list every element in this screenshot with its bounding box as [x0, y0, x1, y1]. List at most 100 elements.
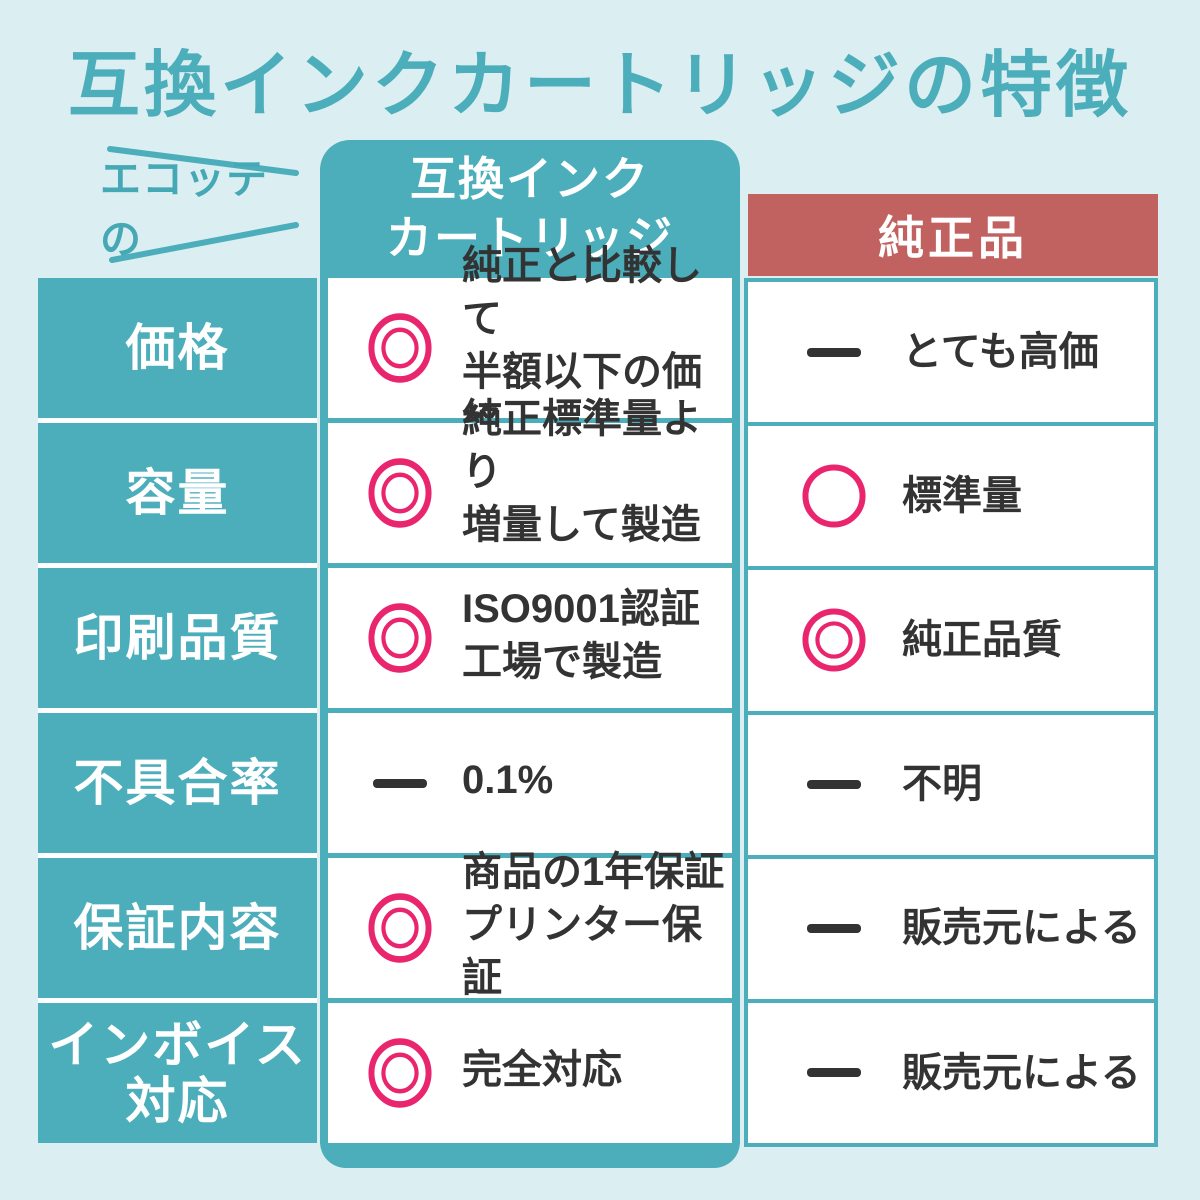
rating-symbol — [362, 599, 438, 677]
compat-cell-warranty: 商品の1年保証 プリンター保証 — [328, 850, 732, 1000]
genuine-column-header: 純正品 — [748, 194, 1158, 276]
genuine-cell-capacity: 標準量 — [748, 426, 1154, 567]
row-separator — [38, 563, 317, 568]
cell-line: 純正標準量より — [462, 397, 702, 495]
row-separator — [748, 710, 1154, 715]
row-separator — [38, 708, 317, 713]
double-circle-icon — [368, 313, 432, 383]
genuine-cell-warranty: 販売元による — [748, 858, 1154, 999]
cell-line: 販売元による — [902, 1050, 1141, 1095]
genuine-cell-defect-rate: 不明 — [748, 714, 1154, 855]
genuine-header-text: 純正品 — [878, 212, 1028, 264]
cell-line: 増量して製造 — [462, 502, 701, 547]
row-label-defect-rate: 不具合率 — [38, 713, 317, 853]
row-separator — [328, 853, 732, 858]
compat-cell-capacity: 純正標準量より 増量して製造 ※一部、純正標準と同量 — [328, 397, 732, 591]
dash-icon — [807, 780, 861, 790]
row-label-warranty: 保証内容 — [38, 858, 317, 998]
row-label-capacity: 容量 — [38, 423, 317, 563]
compat-cell-print-quality: ISO9001認証 工場で製造 — [328, 568, 732, 708]
rating-symbol — [362, 309, 438, 387]
cell-text: とても高価 — [902, 326, 1099, 379]
cell-line: 0.1% — [462, 758, 554, 803]
double-circle-icon — [368, 603, 432, 673]
cell-text: 販売元による — [902, 1047, 1141, 1100]
dash-icon — [807, 1068, 861, 1078]
double-circle-icon — [368, 1038, 432, 1108]
dash-icon — [807, 924, 861, 934]
cell-line: 商品の1年保証 — [462, 850, 725, 895]
brand-callout: エコッテの — [100, 142, 305, 267]
compat-cell-defect-rate: 0.1% — [328, 713, 732, 853]
row-separator — [38, 853, 317, 858]
rating-symbol — [796, 601, 872, 679]
row-separator — [748, 566, 1154, 571]
double-circle-icon — [368, 458, 432, 528]
genuine-cell-print-quality: 純正品質 — [748, 570, 1154, 711]
row-separator — [38, 998, 317, 1003]
cell-text: ISO9001認証 工場で製造 — [462, 583, 700, 694]
rating-symbol — [362, 889, 438, 967]
cell-line: 販売元による — [902, 906, 1141, 951]
rating-symbol — [362, 744, 438, 822]
page-title: 互換インクカートリッジの特徴 — [67, 46, 1132, 126]
double-circle-icon — [802, 608, 866, 672]
compat-cells: 純正と比較して 半額以下の価格 純正標準量より 増量して製造 ※一部、純正標準と… — [328, 244, 732, 1143]
row-label-text: インボイス — [48, 1017, 307, 1073]
rating-symbol — [796, 457, 872, 535]
double-circle-icon — [368, 893, 432, 963]
cell-line: プリンター保証 — [462, 903, 702, 1000]
cell-text: 純正と比較して 半額以下の価格 — [462, 240, 732, 456]
cell-line: ISO9001認証 — [462, 586, 700, 631]
rating-symbol — [362, 1034, 438, 1112]
cell-line: 工場で製造 — [462, 639, 662, 684]
row-label-price: 価格 — [38, 278, 317, 418]
cell-text: 不明 — [902, 758, 982, 811]
compat-column-header: 互換インク カートリッジ — [320, 140, 740, 278]
cell-text: 標準量 — [902, 470, 1022, 523]
compat-cell-invoice: 完全対応 — [328, 1003, 732, 1143]
row-separator — [328, 418, 732, 423]
row-separator — [328, 563, 732, 568]
cell-line: 純正と比較して — [462, 243, 702, 341]
row-label-text: 対応 — [125, 1073, 230, 1129]
genuine-cell-price: とても高価 — [748, 282, 1154, 423]
cell-text: 販売元による — [902, 902, 1141, 955]
circle-icon — [802, 464, 866, 528]
row-separator — [38, 418, 317, 423]
row-label-text: 価格 — [125, 320, 230, 376]
cell-line: 純正品質 — [902, 618, 1062, 663]
dash-icon — [373, 778, 427, 788]
emphasis-lines-icon — [107, 146, 299, 263]
genuine-cell-invoice: 販売元による — [748, 1002, 1154, 1144]
rating-symbol — [796, 313, 872, 391]
genuine-column: とても高価 標準量 純正品質 — [744, 278, 1158, 1147]
row-label-text: 保証内容 — [73, 900, 282, 956]
rating-symbol — [796, 746, 872, 824]
compat-header-line: カートリッジ — [386, 212, 674, 264]
row-label-text: 容量 — [125, 465, 230, 521]
cell-text: 純正品質 — [902, 614, 1062, 667]
dash-icon — [807, 347, 861, 357]
brand-name: エコッテの — [100, 155, 268, 262]
cell-text: 商品の1年保証 プリンター保証 — [462, 846, 732, 1009]
row-separator — [748, 422, 1154, 427]
cell-line: 標準量 — [902, 473, 1022, 518]
compat-column: 互換インク カートリッジ 純正と比較して 半額以下の価格 — [320, 140, 740, 1168]
cell-text: 0.1% — [462, 754, 553, 812]
row-label-text: 印刷品質 — [73, 610, 282, 666]
cell-text: 完全対応 — [462, 1044, 622, 1102]
row-label-column: 価格 容量 印刷品質 不具合率 保証内容 インボイス 対応 — [38, 278, 317, 1143]
rating-symbol — [796, 890, 872, 968]
compat-header-line: 互換インク — [410, 153, 650, 206]
row-label-text: 不具合率 — [73, 755, 282, 811]
row-separator — [748, 854, 1154, 859]
row-separator — [328, 998, 732, 1003]
row-separator — [748, 998, 1154, 1003]
rating-symbol — [362, 454, 438, 532]
compat-cell-price: 純正と比較して 半額以下の価格 — [328, 244, 732, 446]
row-separator — [328, 708, 732, 713]
cell-line: 完全対応 — [462, 1048, 622, 1093]
cell-line: とても高価 — [902, 329, 1099, 374]
